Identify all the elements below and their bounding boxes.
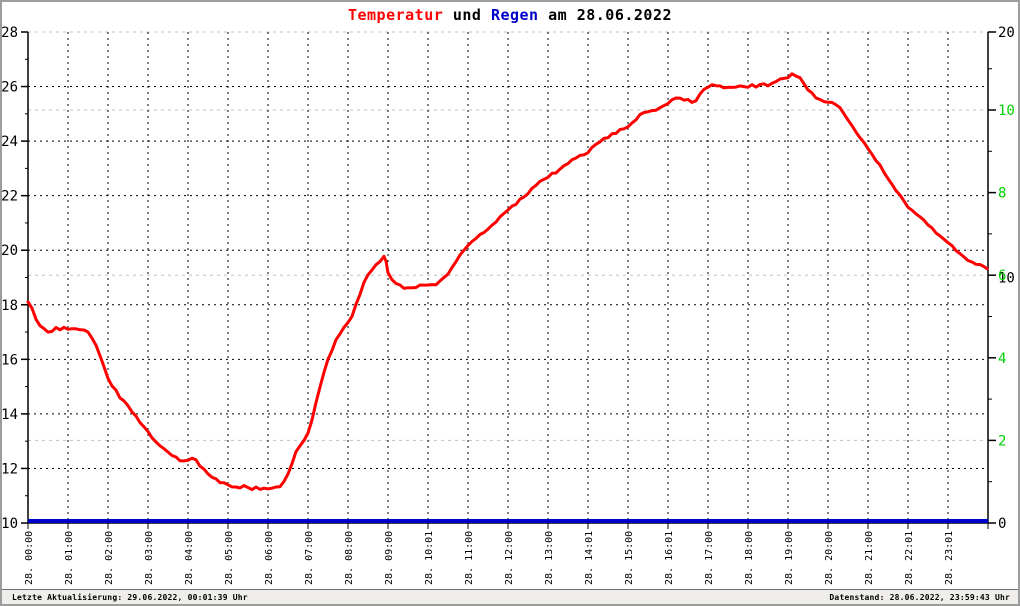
x-axis-label: 28. 01:00 [64,531,75,585]
x-axis-label: 28. 10:01 [424,531,435,585]
x-axis-label: 28. 15:00 [624,531,635,585]
left-axis-label: 22 [2,189,18,205]
status-data-state: Datenstand: 28.06.2022, 23:59:43 Uhr [829,592,1010,602]
x-axis-label: 28. 21:00 [864,531,875,585]
x-axis-label: 28. 20:00 [824,531,835,585]
chart-title: Temperatur und Regen am 28.06.2022 [348,6,672,24]
right-axis-green-label: 2 [998,433,1006,449]
x-axis-label: 28. 03:00 [144,531,155,585]
left-axis-label: 28 [2,25,18,41]
chart-title-segment: und [453,6,491,24]
x-axis-label: 28. 06:00 [264,531,275,585]
right-axis-black-label: 10 [998,271,1015,287]
x-axis-label: 28. 13:00 [544,531,555,585]
left-axis-label: 24 [2,134,18,150]
chart-area: 28 26 24 22 20 18 16 14 12 10 20 10 0 10 8 6 4 2 28. 00:00… [2,2,1018,587]
x-axis-label: 28. 02:00 [104,531,115,585]
x-axis-label: 28. 17:00 [704,531,715,585]
chart-title-segment: am 28.06.2022 [548,6,672,24]
x-axis-label: 28. 18:00 [744,531,755,585]
x-axis-label: 28. 09:00 [384,531,395,585]
chart-title-segment: Regen [491,6,548,24]
x-axis-label: 28. 08:00 [344,531,355,585]
status-bar: Letzte Aktualisierung: 29.06.2022, 00:01… [2,589,1018,604]
right-axis-black-label: 0 [998,516,1006,532]
left-axis-label: 12 [2,461,18,477]
x-axis-label: 28. 04:00 [184,531,195,585]
status-last-update: Letzte Aktualisierung: 29.06.2022, 00:01… [12,592,248,602]
x-axis-label: 28. 05:00 [224,531,235,585]
left-axis-label: 10 [2,516,18,532]
right-axis-green-label: 4 [998,351,1006,367]
right-axis-green-label: 6 [998,268,1006,284]
right-axis-green-label: 8 [998,186,1006,202]
x-axis-label: 28. 07:00 [304,531,315,585]
x-axis-label: 28. 22:01 [904,531,915,585]
temperature-curve [26,72,989,492]
left-axis-label: 14 [2,407,18,423]
left-axis-label: 16 [2,352,18,368]
x-axis-label: 28. 12:00 [504,531,515,585]
x-axis-label: 28. 00:00 [24,531,35,585]
x-axis-label: 28. 14:01 [584,531,595,585]
left-axis-label: 26 [2,80,18,96]
chart-title-segment: Temperatur [348,6,453,24]
x-axis-label: 28. 23:01 [944,531,955,585]
x-axis-label: 28. 16:01 [664,531,675,585]
x-axis-label: 28. 19:00 [784,531,795,585]
left-axis-label: 20 [2,243,18,259]
right-axis-black-label: 20 [998,25,1015,41]
x-axis-label: 28. 11:00 [464,531,475,585]
temperature-rain-chart: 28 26 24 22 20 18 16 14 12 10 20 10 0 10 8 6 4 2 28. 00:00… [2,6,1015,585]
right-axis-green-label: 10 [998,103,1015,119]
left-axis-label: 18 [2,298,18,314]
